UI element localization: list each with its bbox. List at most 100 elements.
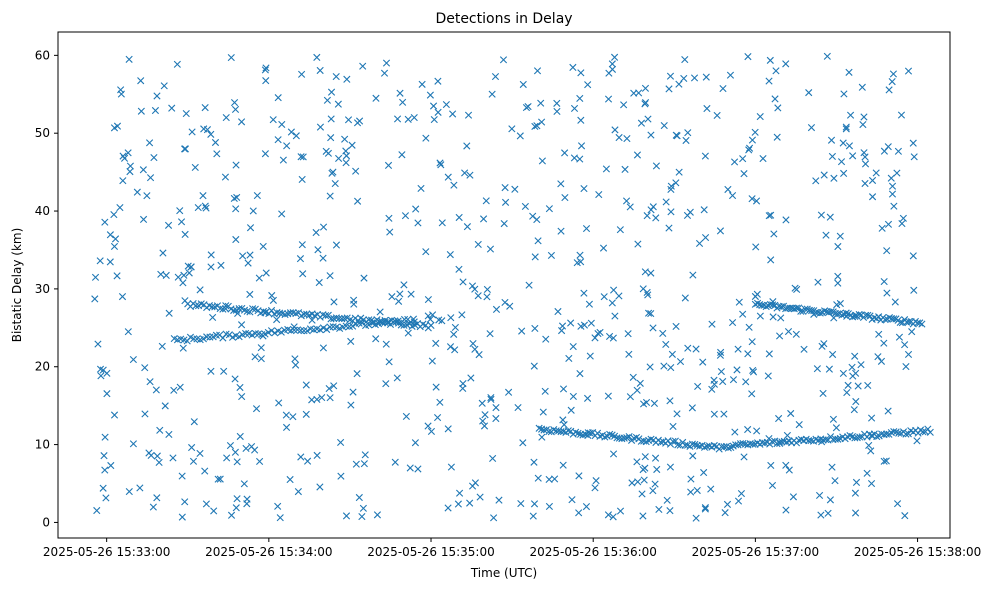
data-point [587,319,595,327]
data-point [201,202,209,210]
data-point [870,314,878,322]
y-tick-label: 20 [35,360,50,374]
data-point [719,85,727,93]
data-point [524,102,532,111]
data-point [708,385,716,393]
data-point [710,410,718,418]
data-point [146,378,154,386]
data-point [816,309,824,317]
data-point [125,487,133,496]
y-tick-label: 30 [35,282,50,296]
data-point [296,255,305,263]
data-point [634,478,642,486]
data-point [773,133,781,141]
data-point [243,500,251,508]
data-point [444,504,452,512]
data-point [765,350,773,358]
data-point [213,150,221,158]
data-point [196,449,204,458]
data-point [682,136,690,145]
data-point [410,113,418,122]
data-point [890,427,898,436]
data-point [492,404,500,412]
data-point [600,293,608,301]
data-point [699,358,707,366]
data-point [179,279,187,287]
data-point [126,168,134,176]
data-point [318,393,326,402]
data-point [500,220,508,228]
data-point [836,232,844,240]
data-point [302,381,310,389]
data-point [916,319,924,327]
data-point [875,330,883,338]
data-point [663,496,671,504]
data-point [885,86,893,94]
data-point [838,311,846,319]
data-point [438,219,446,227]
data-point [483,285,491,294]
y-tick-label: 10 [35,438,50,452]
x-tick-label: 2025-05-26 15:35:00 [367,545,494,559]
data-point [110,211,118,219]
data-point [176,207,184,215]
data-point [641,98,650,107]
data-point [687,488,695,496]
data-point [569,392,577,401]
data-point [466,499,474,507]
data-point [446,251,454,259]
data-point [247,442,256,451]
data-point [326,272,334,280]
data-point [623,134,631,143]
data-point [772,67,780,75]
data-point [534,474,542,482]
data-point [785,466,793,474]
data-point [414,219,422,227]
data-point [246,290,254,298]
data-point [451,323,459,332]
data-point [358,512,366,521]
data-point [820,340,828,348]
data-point [644,291,652,299]
data-point [576,155,584,163]
x-axis-label: Time (UTC) [470,566,537,580]
data-point [299,270,307,278]
data-point [129,355,137,364]
data-point [745,323,753,331]
data-point [620,101,628,109]
data-point [564,427,572,435]
data-point [890,202,898,210]
data-point [846,431,854,440]
data-point [874,353,882,361]
data-point [111,235,120,243]
data-point [585,300,594,308]
data-point [570,104,579,112]
data-point [833,301,841,309]
data-point [584,81,592,89]
data-point [817,511,825,519]
data-point [158,342,166,350]
data-point [669,422,677,431]
data-point [469,340,477,348]
data-point [437,161,445,169]
y-axis-label: Bistatic Delay (km) [10,228,24,343]
data-point [700,206,708,214]
data-point [767,256,775,264]
data-point [878,224,886,232]
data-point [610,286,618,294]
data-point [626,203,634,211]
data-point [861,160,870,168]
data-point [347,337,355,345]
data-point [328,169,336,177]
data-point [395,297,403,305]
data-point [327,115,335,123]
data-point [492,414,500,423]
data-point [376,308,384,316]
data-point [634,240,642,248]
data-point [898,219,906,228]
data-point [842,125,850,133]
data-point [814,278,822,286]
data-point [675,168,683,176]
data-point [173,60,181,68]
